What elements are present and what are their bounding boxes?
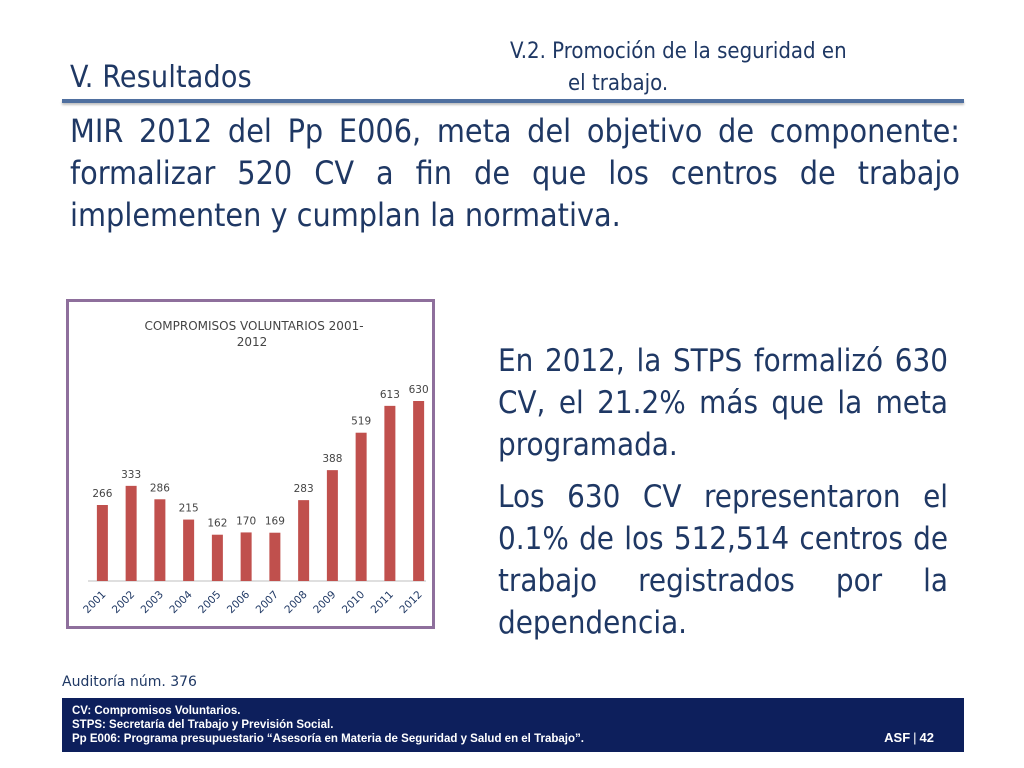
bar-2005 (211, 534, 223, 581)
data-label-2006: 170 (236, 515, 256, 527)
finding-paragraph-1: En 2012, la STPS formalizó 630 CV, el 21… (498, 343, 948, 463)
bar-chart: COMPROMISOS VOLUNTARIOS 2001- 2012 266 20… (81, 319, 429, 616)
finding-paragraph-2: Los 630 CV representaron el 0.1% de los … (498, 479, 948, 641)
bar-2004 (183, 519, 195, 581)
subtitle-line-2: el trabajo. (568, 71, 669, 96)
page-number: 42 (919, 730, 934, 745)
footer-notes: CV: Compromisos Voluntarios. STPS: Secre… (72, 704, 584, 746)
data-label-2010: 519 (351, 416, 371, 428)
chart-panel: COMPROMISOS VOLUNTARIOS 2001- 2012 266 20… (66, 299, 435, 629)
bar-2007 (269, 532, 281, 581)
x-tick-label-2010: 2010 (340, 589, 367, 616)
bar-2006 (240, 532, 252, 581)
subtitle-line-1: V.2. Promoción de la seguridad en (510, 39, 847, 64)
findings-text: En 2012, la STPS formalizó 630 CV, el 21… (498, 340, 948, 654)
footer-brand: ASF | 42 (884, 730, 934, 745)
bar-2001 (96, 505, 108, 581)
chart-title-line-1: COMPROMISOS VOLUNTARIOS 2001- (144, 319, 363, 333)
data-label-2007: 169 (265, 516, 285, 528)
x-tick-label-2001: 2001 (81, 589, 108, 616)
x-tick-label-2005: 2005 (196, 589, 223, 616)
chart-title-line-2: 2012 (237, 335, 268, 349)
data-label-2002: 333 (121, 469, 141, 481)
bar-2009 (326, 470, 338, 581)
x-tick-label-2007: 2007 (254, 589, 281, 616)
footer-note: CV: Compromisos Voluntarios. (72, 705, 241, 717)
x-tick-label-2002: 2002 (110, 589, 137, 616)
data-label-2005: 162 (207, 518, 227, 530)
bar-2012 (413, 401, 425, 581)
bar-2008 (298, 500, 310, 581)
data-label-2011: 613 (380, 389, 400, 401)
audit-number: Auditoría núm. 376 (62, 674, 197, 690)
bar-2011 (384, 405, 396, 581)
footer-note: STPS: Secretaría del Trabajo y Previsión… (72, 719, 334, 731)
data-label-2009: 388 (322, 453, 342, 465)
x-tick-label-2006: 2006 (225, 588, 253, 616)
x-tick-label-2012: 2012 (397, 589, 424, 616)
data-label-2001: 266 (92, 488, 112, 500)
header-divider (62, 99, 964, 103)
bar-2002 (125, 485, 137, 581)
x-tick-label-2011: 2011 (369, 589, 396, 616)
x-tick-label-2008: 2008 (282, 589, 309, 616)
slide-subtitle: V.2. Promoción de la seguridad en el tra… (510, 36, 960, 100)
footer-note: Pp E006: Programa presupuestario “Asesor… (72, 733, 584, 745)
data-label-2008: 283 (294, 483, 314, 495)
brand-separator: | (913, 730, 917, 745)
section-title: V. Resultados (70, 60, 252, 95)
bar-2010 (355, 432, 367, 581)
brand-name: ASF (884, 730, 911, 745)
x-tick-label-2004: 2004 (167, 588, 195, 616)
bar-2003 (154, 499, 166, 581)
footer-bar: CV: Compromisos Voluntarios. STPS: Secre… (62, 698, 964, 752)
data-label-2012: 630 (409, 384, 429, 396)
x-tick-label-2009: 2009 (311, 589, 338, 616)
data-label-2003: 286 (150, 482, 170, 494)
data-label-2004: 215 (179, 503, 199, 515)
lead-paragraph: MIR 2012 del Pp E006, meta del objetivo … (70, 112, 960, 234)
x-tick-label-2003: 2003 (139, 589, 166, 616)
bar-series: 266 2001 333 2002 286 2003 215 2004 162 2005 170 20… (81, 384, 429, 616)
